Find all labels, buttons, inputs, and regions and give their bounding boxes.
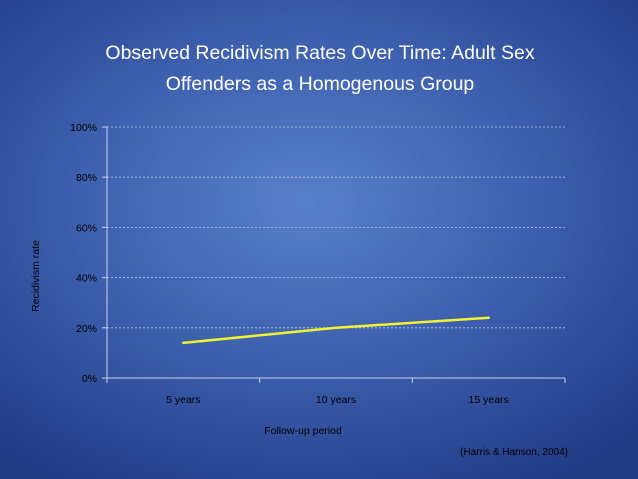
source-note: (Harris & Hanson, 2004)	[460, 447, 568, 458]
chart-title-line-2: Offenders as a Homogenous Group	[165, 73, 475, 95]
x-tick-label: 5 years	[166, 394, 200, 406]
x-axis-label: Follow-up period	[264, 425, 342, 437]
tick-labels: 0% 20% 40% 60% 80% 100% 5 years 10 years 15 year…	[70, 122, 509, 406]
y-tick-label: 60%	[76, 222, 97, 234]
y-tick-label: 80%	[76, 172, 97, 184]
axes	[102, 126, 566, 383]
chart-title-line-1: Observed Recidivism Rates Over Time: Adu…	[105, 42, 535, 64]
y-tick-label: 0%	[82, 373, 97, 385]
y-tick-label: 40%	[76, 273, 97, 285]
chart-title: Observed Recidivism Rates Over Time: Adu…	[40, 38, 600, 100]
gridlines	[107, 126, 565, 329]
y-tick-label: 100%	[70, 122, 97, 134]
series-line-0	[182, 316, 490, 345]
series-lines	[182, 316, 490, 345]
y-axis-label: Recidivism rate	[30, 240, 42, 312]
x-tick-label: 15 years	[469, 394, 509, 406]
x-tick-label: 10 years	[316, 394, 356, 406]
y-tick-label: 20%	[76, 323, 97, 335]
